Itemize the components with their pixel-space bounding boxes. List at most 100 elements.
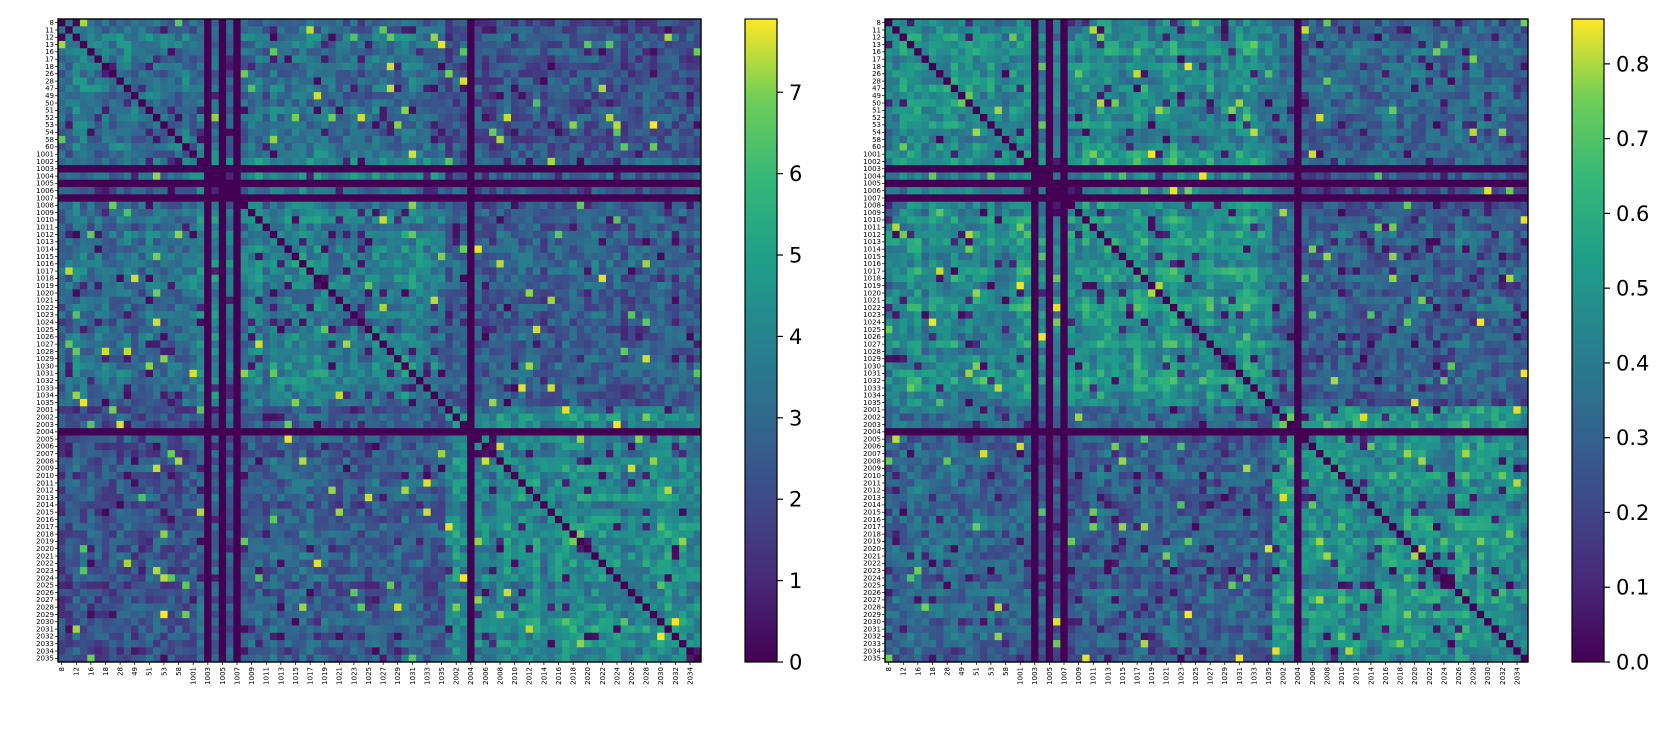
heatmap-cell: [65, 194, 74, 203]
heatmap-cell: [167, 216, 176, 225]
heatmap-cell: [481, 274, 490, 283]
heatmap-cell: [269, 62, 278, 71]
heatmap-cell: [306, 355, 315, 363]
heatmap-cell: [459, 318, 468, 327]
heatmap-cell: [342, 187, 351, 195]
heatmap-cell: [591, 70, 600, 78]
heatmap-cell: [269, 26, 278, 35]
heatmap-cell: [211, 377, 220, 385]
heatmap-cell: [138, 150, 147, 159]
heatmap-cell: [554, 267, 563, 276]
heatmap-cell: [496, 377, 505, 385]
heatmap-cell: [554, 274, 563, 283]
heatmap-cell: [467, 238, 475, 247]
heatmap-cell: [423, 128, 432, 137]
heatmap-cell: [218, 26, 227, 35]
heatmap-cell: [489, 318, 497, 327]
heatmap-cell: [606, 391, 614, 400]
heatmap-cell: [364, 274, 373, 283]
heatmap-cell: [598, 318, 607, 327]
heatmap-cell: [255, 377, 264, 385]
heatmap-cell: [116, 128, 125, 137]
heatmap-cell: [591, 150, 600, 159]
heatmap-cell: [342, 128, 351, 137]
heatmap-cell: [657, 362, 665, 371]
heatmap-cell: [459, 428, 468, 436]
heatmap-cell: [474, 135, 483, 144]
heatmap-cell: [401, 252, 410, 261]
heatmap-cell: [313, 172, 322, 181]
heatmap-cell: [693, 347, 702, 356]
heatmap-cell: [620, 121, 629, 130]
heatmap-cell: [204, 201, 212, 210]
heatmap-cell: [416, 325, 424, 334]
heatmap-cell: [72, 318, 81, 327]
heatmap-cell: [401, 428, 410, 436]
heatmap-cell: [591, 384, 600, 393]
heatmap-cell: [437, 274, 446, 283]
heatmap-cell: [211, 106, 220, 115]
heatmap-cell: [328, 377, 337, 385]
heatmap-cell: [576, 362, 585, 371]
heatmap-cell: [196, 19, 205, 27]
heatmap-cell: [606, 99, 614, 108]
heatmap-cell: [467, 165, 475, 173]
heatmap-cell: [123, 252, 132, 261]
heatmap-cell: [437, 216, 446, 225]
heatmap-cell: [686, 223, 695, 232]
heatmap-cell: [350, 282, 359, 290]
heatmap-cell: [445, 113, 454, 122]
heatmap-cell: [342, 252, 351, 261]
heatmap-cell: [321, 121, 329, 130]
heatmap-cell: [642, 77, 651, 86]
heatmap-cell: [262, 318, 271, 327]
heatmap-cell: [233, 238, 242, 247]
heatmap-cell: [540, 333, 549, 341]
heatmap-cell: [627, 62, 636, 71]
heatmap-cell: [693, 150, 702, 159]
heatmap-cell: [693, 303, 702, 312]
heatmap-cell: [58, 172, 66, 181]
heatmap-cell: [87, 296, 96, 305]
heatmap-cell: [401, 347, 410, 356]
heatmap-cell: [554, 311, 563, 320]
heatmap-cell: [386, 121, 395, 130]
heatmap-cell: [664, 267, 673, 276]
heatmap-cell: [284, 303, 293, 312]
heatmap-cell: [452, 391, 461, 400]
heatmap-cell: [635, 369, 644, 378]
heatmap-cell: [532, 106, 541, 115]
heatmap-cell: [299, 340, 307, 349]
heatmap-cell: [109, 245, 117, 254]
heatmap-cell: [342, 384, 351, 393]
heatmap-cell: [72, 179, 81, 188]
heatmap-cell: [664, 143, 673, 152]
heatmap-cell: [584, 194, 592, 203]
heatmap-cell: [357, 48, 366, 57]
heatmap-cell: [321, 296, 329, 305]
heatmap-cell: [226, 260, 234, 268]
heatmap-cell: [291, 208, 300, 217]
heatmap-cell: [204, 92, 212, 100]
heatmap-cell: [131, 223, 139, 232]
heatmap-cell: [386, 384, 395, 393]
heatmap-cell: [540, 296, 549, 305]
heatmap-cell: [342, 33, 351, 42]
heatmap-cell: [408, 391, 417, 400]
heatmap-cell: [671, 377, 680, 385]
heatmap-cell: [299, 289, 307, 298]
heatmap-cell: [299, 77, 307, 86]
heatmap-cell: [233, 377, 242, 385]
heatmap-cell: [58, 99, 66, 108]
heatmap-cell: [416, 70, 424, 78]
heatmap-cell: [401, 384, 410, 393]
heatmap-cell: [240, 369, 249, 378]
heatmap-cell: [584, 282, 592, 290]
heatmap-cell: [562, 135, 570, 144]
heatmap-cell: [218, 194, 227, 203]
heatmap-cell: [686, 230, 695, 239]
heatmap-cell: [372, 157, 380, 166]
heatmap-cell: [109, 260, 117, 268]
heatmap-cell: [532, 325, 541, 334]
heatmap-cell: [459, 165, 468, 173]
